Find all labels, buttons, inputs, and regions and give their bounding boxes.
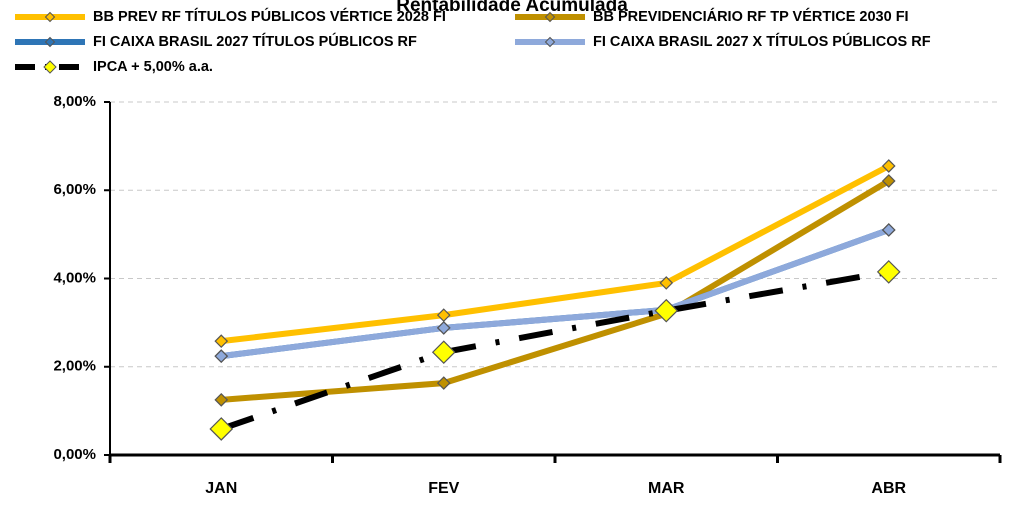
legend-marker: [44, 36, 56, 48]
series-line: [220, 268, 890, 432]
y-tick-label: 8,00%: [53, 93, 96, 110]
data-point: [431, 340, 456, 365]
data-point: [436, 321, 451, 335]
data-point: [654, 298, 679, 323]
legend-label: FI CAIXA BRASIL 2027 X TÍTULOS PÚBLICOS …: [593, 32, 931, 50]
legend-marker: [544, 11, 556, 23]
y-tick-label: 0,00%: [53, 446, 96, 463]
series-line: [220, 227, 890, 360]
legend-marker: [43, 60, 57, 74]
series-line: [220, 163, 891, 345]
data-point: [659, 276, 674, 290]
data-point: [214, 349, 229, 364]
y-tick-label: 6,00%: [53, 181, 96, 198]
x-tick-label: MAR: [648, 480, 685, 497]
data-point: [881, 174, 896, 188]
legend-marker: [44, 11, 56, 23]
legend-label: BB PREV RF TÍTULOS PÚBLICOS VÉRTICE 2028…: [93, 7, 446, 25]
data-point: [876, 260, 901, 284]
x-tick-label: JAN: [205, 480, 237, 497]
data-point: [881, 159, 896, 173]
data-point: [436, 308, 451, 322]
x-tick-label: ABR: [871, 480, 906, 497]
data-point: [209, 417, 234, 441]
data-point: [214, 334, 229, 349]
data-point: [436, 376, 451, 390]
x-tick-label: FEV: [428, 480, 459, 497]
y-tick-label: 4,00%: [53, 269, 96, 286]
legend-label: FI CAIXA BRASIL 2027 TÍTULOS PÚBLICOS RF: [93, 32, 417, 50]
legend-label: BB PREVIDENCIÁRIO RF TP VÉRTICE 2030 FI: [593, 8, 909, 25]
legend-label: IPCA + 5,00% a.a.: [93, 59, 213, 75]
series-line: [220, 227, 890, 360]
chart-title: Rentabilidade Acumulada: [396, 0, 628, 16]
series-line: [221, 178, 891, 403]
legend-marker: [544, 36, 556, 48]
y-tick-label: 2,00%: [53, 358, 96, 375]
data-point: [881, 223, 896, 237]
data-point: [214, 392, 229, 407]
